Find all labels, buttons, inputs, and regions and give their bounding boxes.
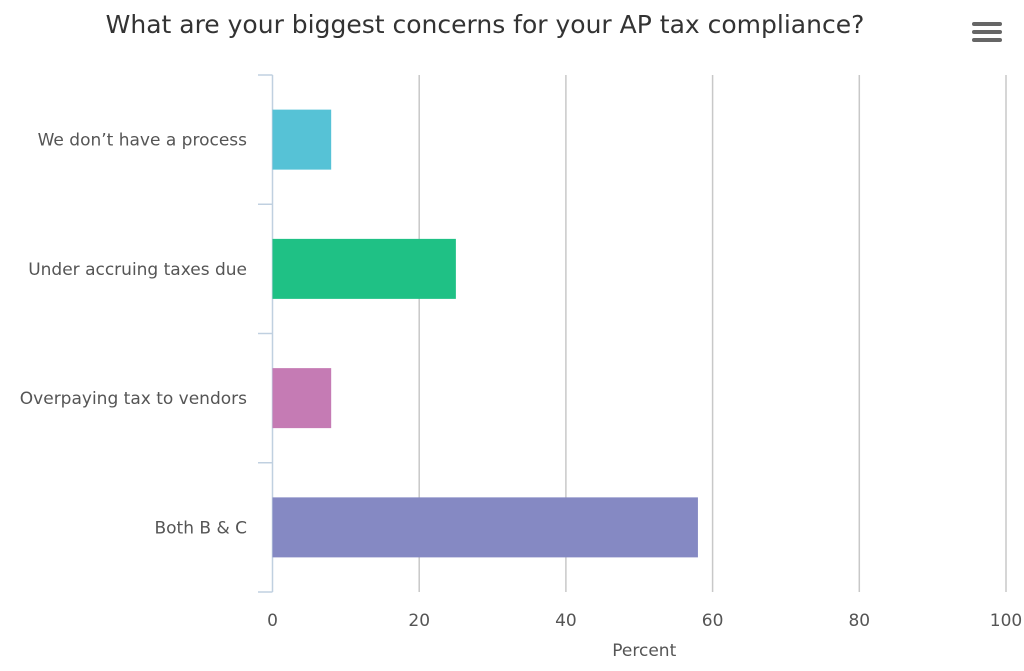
bar-4	[272, 497, 698, 558]
category-label: We don’t have a process	[38, 131, 248, 151]
x-tick-label: 0	[267, 611, 278, 631]
x-tick-label: 80	[848, 611, 870, 631]
x-tick-label: 40	[555, 611, 577, 631]
bar-3	[272, 368, 332, 429]
bar-1	[272, 109, 332, 170]
x-axis-label: Percent	[612, 641, 676, 661]
category-label: Overpaying tax to vendors	[20, 389, 247, 409]
x-tick-label: 20	[408, 611, 430, 631]
category-label: Both B & C	[154, 518, 247, 538]
hamburger-menu-icon[interactable]	[972, 22, 1002, 44]
bar-2	[272, 238, 456, 299]
chart-title: What are your biggest concerns for your …	[105, 10, 865, 39]
x-tick-label: 100	[990, 611, 1022, 631]
x-tick-label: 60	[702, 611, 724, 631]
category-label: Under accruing taxes due	[28, 260, 247, 280]
